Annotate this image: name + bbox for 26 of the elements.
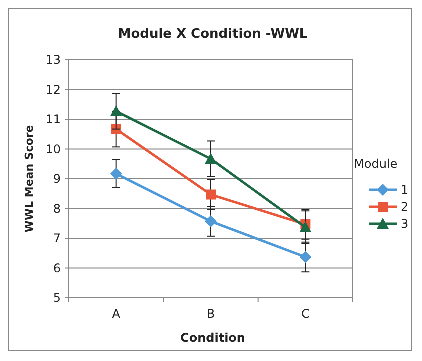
y-tick-label: 8: [53, 202, 61, 216]
y-tick-label: 6: [53, 261, 61, 276]
point: [110, 168, 122, 180]
point: [300, 251, 312, 264]
point: [110, 105, 122, 116]
y-tick-label: 10: [46, 142, 61, 156]
point: [300, 221, 312, 232]
y-tick-label: 7: [53, 232, 61, 246]
legend-title: Module: [354, 157, 398, 171]
x-axis-title: Condition: [180, 331, 246, 345]
chart-title: Module X Condition -WWL: [118, 27, 308, 42]
y-tick-label: 11: [46, 112, 61, 127]
y-tick-label: 12: [46, 82, 61, 97]
y-tick-label: 9: [53, 172, 61, 186]
x-tick-label: C: [301, 307, 310, 321]
point: [205, 153, 217, 164]
x-tick-label: A: [112, 307, 122, 321]
y-axis-title: WWL Mean Score: [23, 125, 36, 233]
y-tick-label: 5: [53, 291, 61, 306]
y-tick-label: 13: [46, 53, 61, 68]
x-tick-label: B: [206, 307, 216, 321]
point: [205, 216, 217, 228]
point: [206, 190, 216, 200]
legend-label: 2: [401, 200, 409, 214]
legend-label: 3: [401, 217, 409, 232]
legend-label: 1: [401, 183, 409, 198]
